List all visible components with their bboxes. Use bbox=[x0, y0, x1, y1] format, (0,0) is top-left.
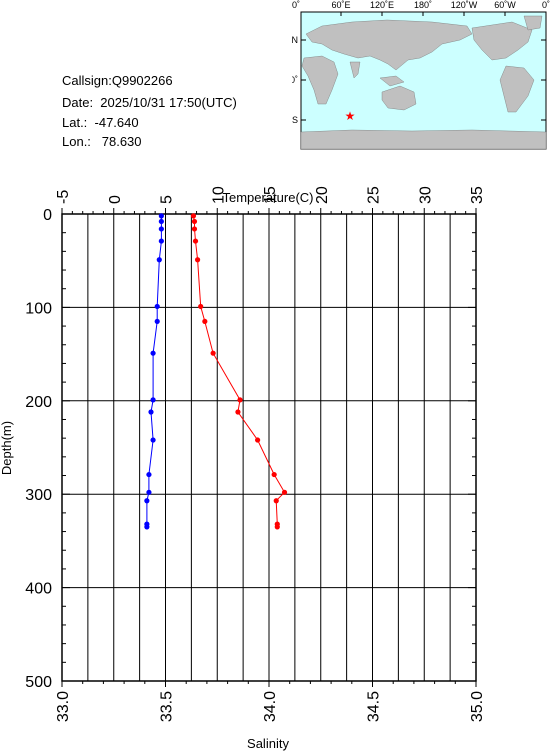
depth-tick-label: 500 bbox=[25, 674, 52, 691]
map-latitude-label: 60˚N bbox=[292, 35, 298, 45]
salinity-tick-label: 34.0 bbox=[262, 691, 279, 722]
salinity-point bbox=[146, 471, 152, 478]
salinity-point bbox=[158, 218, 164, 225]
temperature-point bbox=[255, 437, 261, 443]
salinity-point bbox=[150, 437, 156, 443]
depth-tick-label: 300 bbox=[25, 487, 52, 504]
map-longitude-label: 60˚E bbox=[331, 0, 350, 10]
salinity-tick-label: 33.0 bbox=[55, 691, 72, 722]
temperature-point bbox=[281, 489, 288, 495]
temperature-tick-label: 30 bbox=[417, 186, 434, 204]
temperature-point bbox=[198, 303, 204, 310]
temperature-point bbox=[202, 318, 208, 325]
salinity-point bbox=[150, 350, 156, 356]
temperature-tick-label: 0 bbox=[107, 195, 124, 204]
longitude-label: Lon.: 78.630 bbox=[62, 134, 142, 149]
temperature-point bbox=[274, 524, 280, 530]
callsign-label: Callsign:Q9902266 bbox=[62, 73, 173, 88]
salinity-point bbox=[158, 238, 164, 244]
temperature-point bbox=[190, 213, 197, 219]
salinity-point bbox=[158, 226, 164, 232]
temperature-line bbox=[192, 215, 286, 527]
map-longitude-label: 60˚W bbox=[494, 0, 516, 10]
temperature-point bbox=[192, 238, 199, 244]
salinity-tick-label: 33.5 bbox=[159, 691, 176, 722]
salinity-point bbox=[154, 303, 160, 310]
latitude-label: Lat.: -47.640 bbox=[62, 115, 139, 130]
depth-tick-label: 400 bbox=[25, 581, 52, 598]
map-longitude-label: 120˚E bbox=[370, 0, 394, 10]
salinity-point bbox=[144, 524, 150, 530]
temperature-tick-label: 10 bbox=[210, 186, 227, 204]
depth-axis-label: Depth(m) bbox=[0, 421, 14, 475]
world-map: 0˚ 60˚E 120˚E 180˚ 120˚W 60˚W 0˚ 60˚N 0˚ 60˚S ★ bbox=[292, 0, 550, 150]
temperature-point bbox=[273, 498, 279, 504]
map-longitude-label: 0˚ bbox=[542, 0, 550, 10]
temperature-tick-label: 5 bbox=[159, 195, 176, 204]
temperature-tick-label: -5 bbox=[55, 190, 72, 204]
date-label: Date: 2025/10/31 17:50(UTC) bbox=[62, 95, 237, 110]
temperature-tick-label: 25 bbox=[366, 186, 383, 204]
depth-tick-label: 100 bbox=[25, 300, 52, 317]
map-longitude-label: 120˚W bbox=[451, 0, 478, 10]
temperature-tick-label: 15 bbox=[262, 186, 279, 204]
salinity-point bbox=[154, 318, 160, 325]
salinity-point bbox=[158, 213, 164, 219]
temperature-tick-label: 35 bbox=[469, 186, 486, 204]
salinity-point bbox=[144, 498, 150, 504]
temperature-point bbox=[235, 409, 241, 415]
temperature-point bbox=[271, 471, 277, 478]
depth-tick-label: 0 bbox=[43, 207, 52, 224]
temperature-point bbox=[194, 257, 201, 263]
map-longitude-label: 0˚ bbox=[292, 0, 300, 10]
map-longitude-label: 180˚ bbox=[414, 0, 432, 10]
temperature-tick-label: 20 bbox=[314, 186, 331, 204]
salinity-point bbox=[146, 489, 152, 495]
station-star-icon: ★ bbox=[345, 109, 356, 123]
map-land bbox=[300, 15, 547, 150]
map-latitude-label: 0˚ bbox=[292, 75, 298, 85]
salinity-tick-label: 34.5 bbox=[366, 691, 383, 722]
depth-tick-label: 200 bbox=[25, 394, 52, 411]
salinity-point bbox=[148, 409, 154, 415]
temperature-axis-label: Temperature(C) bbox=[222, 190, 313, 205]
temperature-point bbox=[237, 397, 243, 403]
salinity-point bbox=[156, 257, 162, 263]
salinity-point bbox=[150, 397, 156, 403]
temperature-point bbox=[191, 218, 198, 225]
temperature-point bbox=[191, 226, 198, 232]
salinity-axis-label: Salinity bbox=[247, 736, 289, 751]
salinity-line bbox=[146, 215, 162, 527]
salinity-tick-label: 35.0 bbox=[469, 691, 486, 722]
temperature-point bbox=[210, 350, 216, 356]
map-latitude-label: 60˚S bbox=[292, 115, 298, 125]
